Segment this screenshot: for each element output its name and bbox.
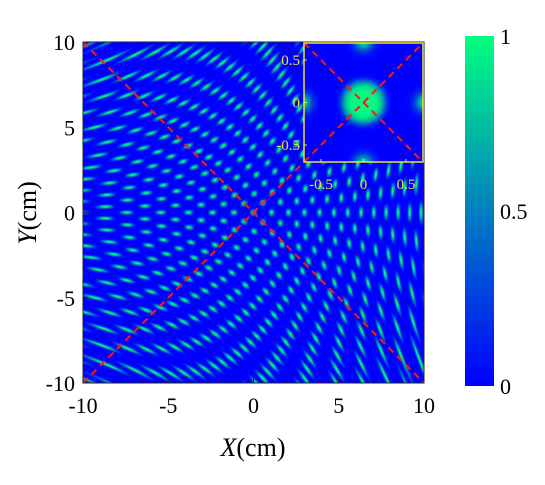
y-axis-ticks: -10 -5 0 5 10 <box>46 30 88 396</box>
inset-y-ticks: -0.5 0 0.5 <box>276 53 307 154</box>
colorbar-ticks: 00.51 <box>500 24 528 399</box>
y-tick-label: -10 <box>46 371 75 396</box>
x-axis-label: X(cm) <box>220 433 286 462</box>
x-tick-label: 0 <box>248 393 259 418</box>
x-tick-label: -10 <box>68 393 97 418</box>
y-axis-label: Y(cm) <box>13 181 42 245</box>
colorbar-tick-label: 1 <box>500 24 511 49</box>
x-tick-label: 10 <box>413 393 435 418</box>
x-tick-label: 5 <box>333 393 344 418</box>
colorbar-gradient <box>465 36 494 386</box>
inset-diagonal-line-2 <box>304 43 423 162</box>
inset-y-tick-label: 0.5 <box>281 53 300 69</box>
y-tick-label: 5 <box>64 115 75 140</box>
y-tick-label: 0 <box>64 201 75 226</box>
inset-plot: -0.5 0 0.5 -0.5 0 0.5 <box>276 42 424 193</box>
y-tick-label: -5 <box>57 286 75 311</box>
x-tick-label: -5 <box>159 393 177 418</box>
colorbar-tick-label: 0 <box>500 374 511 399</box>
colorbar-tick-label: 0.5 <box>500 199 528 224</box>
inset-x-tick-label: 0 <box>360 177 368 193</box>
inset-diagonal-lines <box>304 43 423 162</box>
x-axis-ticks: -10 -5 0 5 10 <box>68 378 435 418</box>
inset-y-tick-label: -0.5 <box>276 138 300 154</box>
inset-x-ticks: -0.5 0 0.5 <box>309 159 415 193</box>
inset-x-tick-label: 0.5 <box>397 177 416 193</box>
y-tick-label: 10 <box>53 30 75 55</box>
colorbar: 00.51 <box>465 24 528 399</box>
inset-x-tick-label: -0.5 <box>309 177 333 193</box>
inset-y-tick-label: 0 <box>293 96 301 112</box>
